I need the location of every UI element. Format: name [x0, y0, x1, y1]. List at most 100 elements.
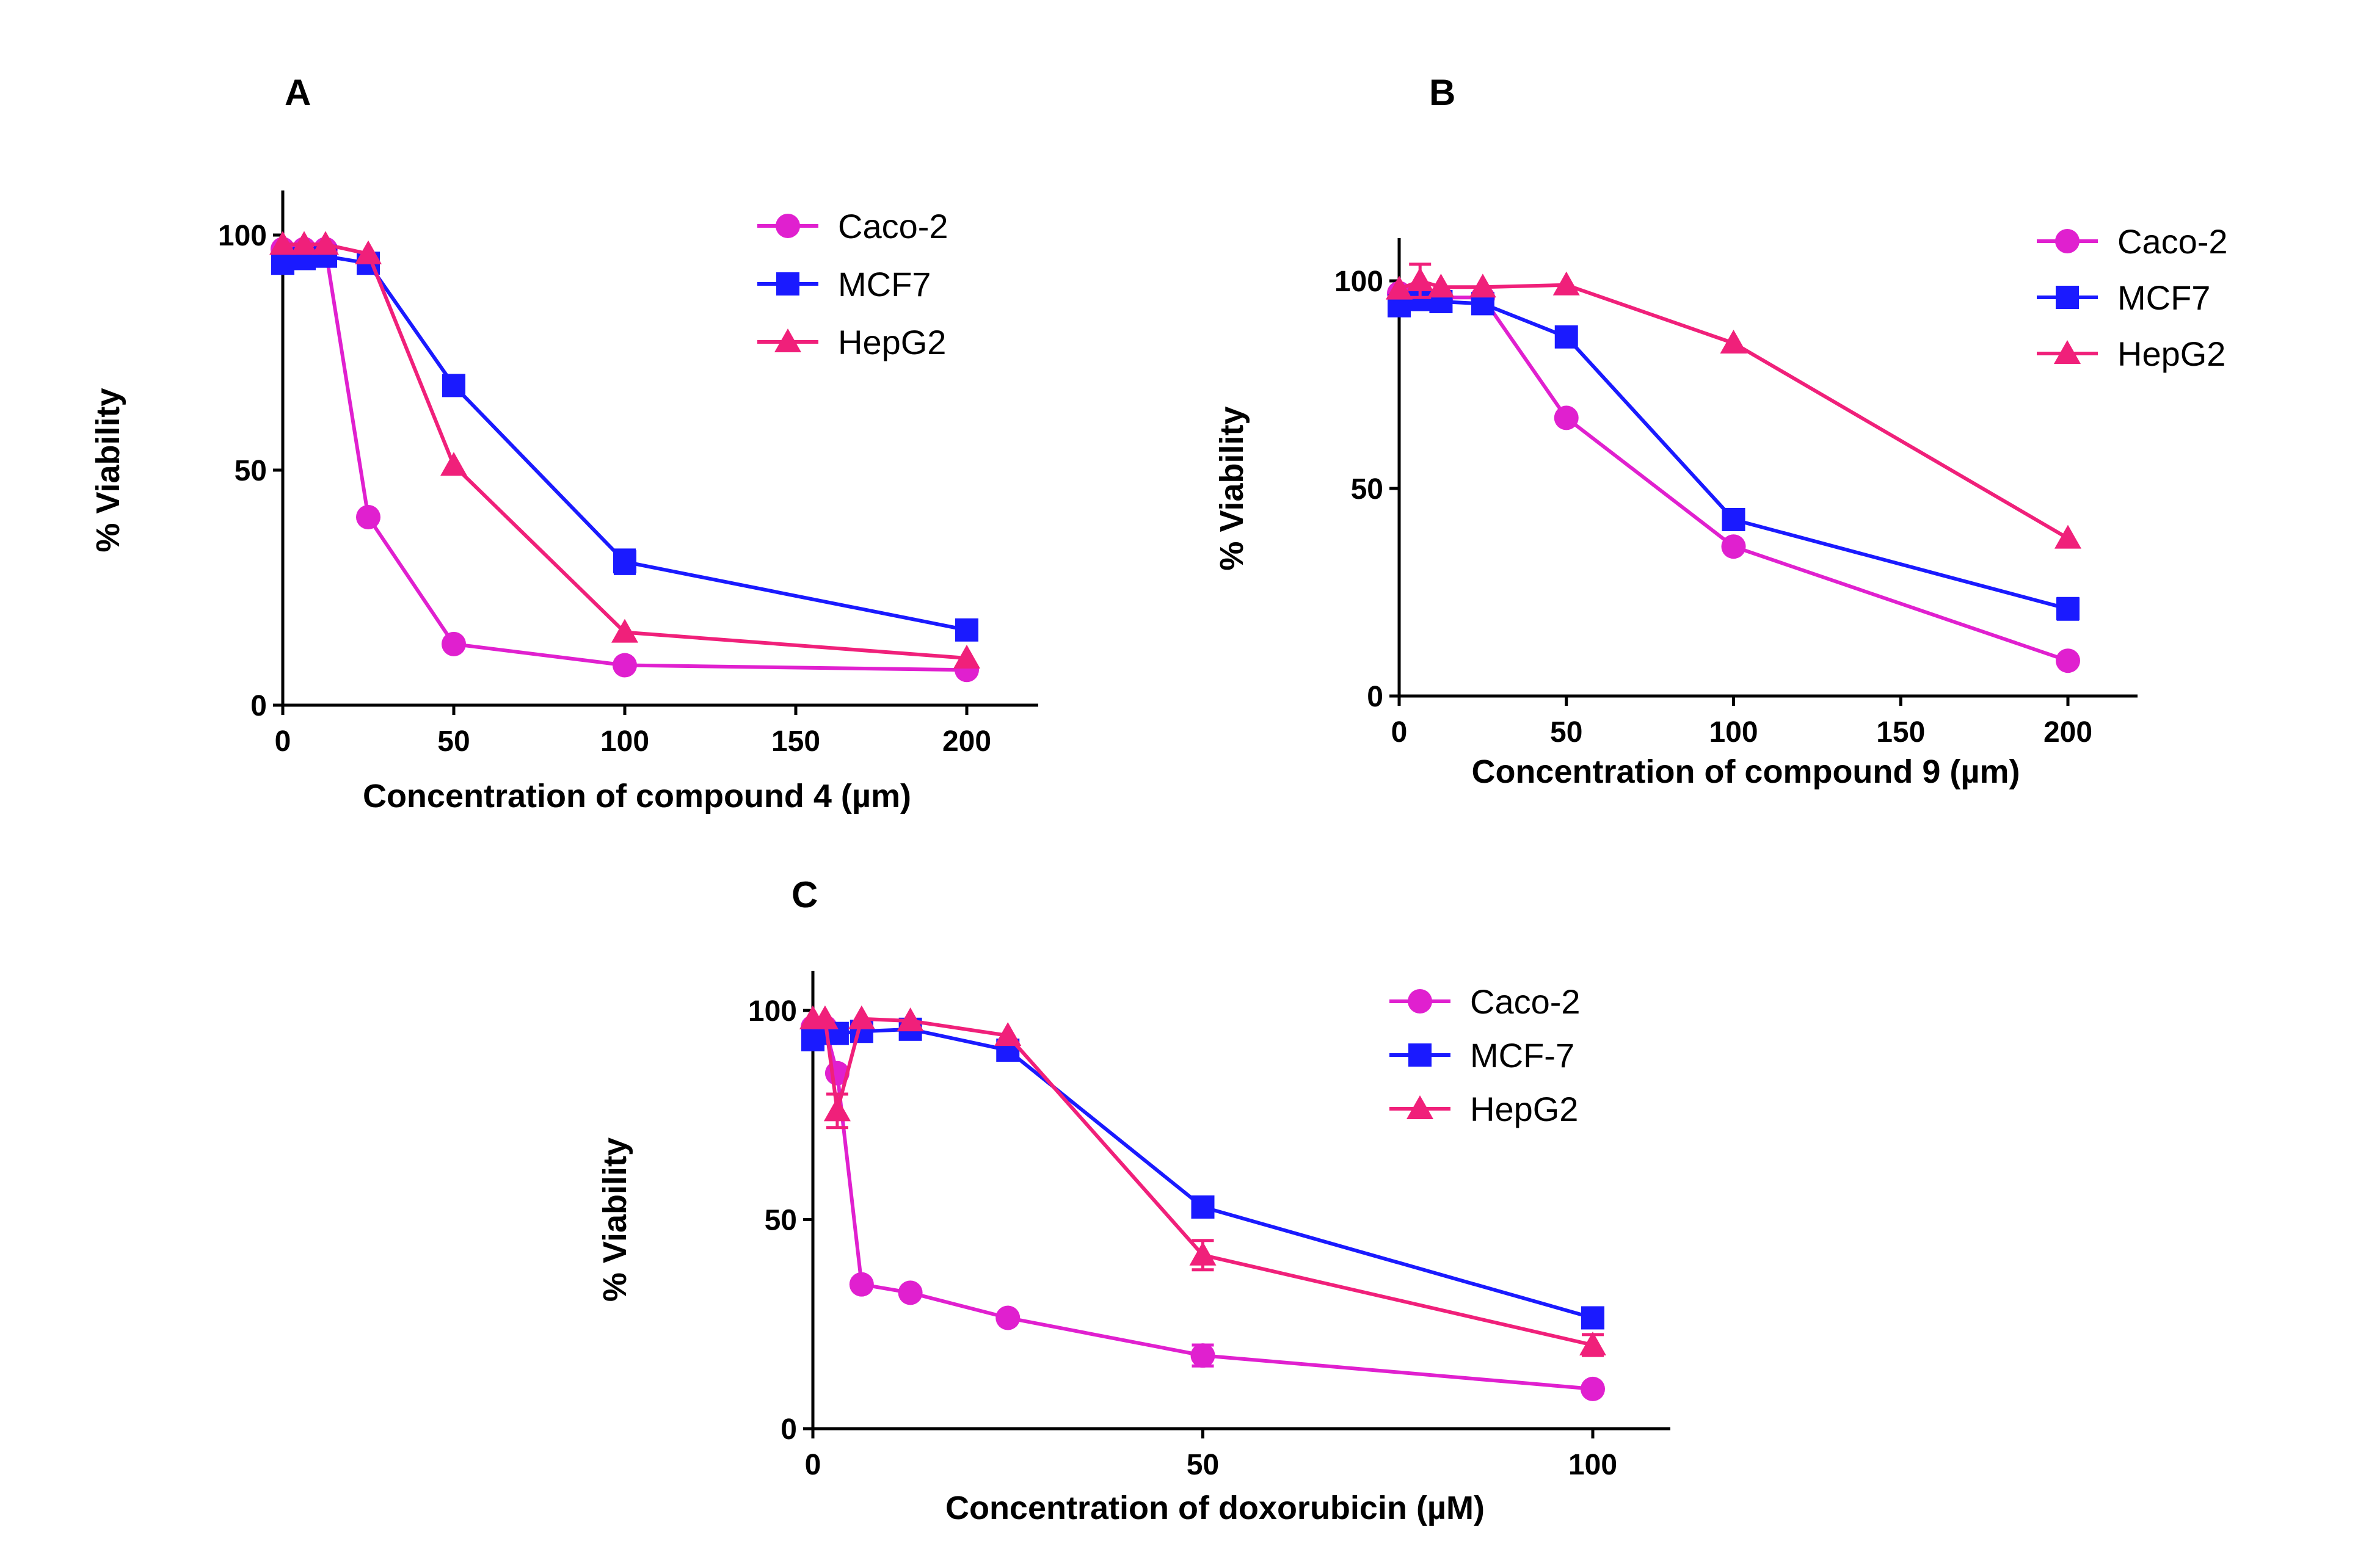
plot-panel-b: 0 50 100 150 200 0 50 100 Concentration of compo…: [1214, 222, 2228, 790]
y-tick-label-a: 100: [218, 220, 267, 252]
panel-label-c: C: [792, 874, 818, 915]
data-point-a-2: [611, 618, 638, 643]
data-point-a-1: [271, 252, 294, 275]
data-point-b-0: [1721, 534, 1746, 559]
data-point-c-2: [897, 1007, 924, 1032]
x-tick-label-c: 100: [1568, 1449, 1617, 1481]
y-axis-title-c: % Viability: [597, 1137, 633, 1302]
data-point-c-0: [898, 1280, 923, 1305]
data-point-b-2: [1407, 267, 1434, 291]
legend-label-a-1: MCF7: [838, 265, 931, 303]
y-tick-label-c: 50: [765, 1205, 797, 1237]
series-b-2: [1386, 263, 2081, 549]
data-point-a-2: [312, 231, 339, 255]
data-point-a-2: [291, 231, 318, 255]
data-point-a-0: [442, 631, 466, 656]
data-point-a-2: [440, 452, 467, 476]
legend-marker-c-1: [1408, 1043, 1432, 1067]
legend-entry-c-2: HepG2: [1389, 1090, 1578, 1128]
data-point-c-2: [994, 1022, 1022, 1046]
data-point-b-2: [1552, 271, 1580, 296]
x-tick-label-a: 100: [600, 725, 649, 758]
data-point-b-1: [2056, 597, 2080, 621]
x-axis-title-b: Concentration of compound 9 (µm): [1471, 753, 2020, 790]
data-point-b-0: [2056, 648, 2080, 673]
x-axis-title-c: Concentration of doxorubicin (µM): [945, 1490, 1485, 1526]
data-point-a-1: [442, 374, 465, 397]
data-point-b-2: [1386, 275, 1413, 300]
data-point-b-2: [1720, 330, 1747, 354]
y-tick-label-c: 0: [781, 1413, 797, 1446]
legend-marker-b-0: [2055, 229, 2080, 253]
y-tick-label-b: 50: [1351, 473, 1383, 506]
legend-label-b-0: Caco-2: [2117, 222, 2228, 261]
data-point-c-2: [1579, 1332, 1606, 1355]
data-point-b-1: [1554, 325, 1578, 349]
legend-marker-b-2: [2054, 340, 2081, 364]
series-a-2: [269, 231, 980, 669]
series-c-2: [799, 1005, 1606, 1357]
data-point-a-0: [356, 505, 380, 529]
x-tick-label-c: 0: [805, 1449, 821, 1481]
y-tick-label-a: 50: [235, 455, 267, 487]
panel-label-b: B: [1429, 72, 1455, 113]
legend-marker-a-0: [776, 214, 800, 238]
legend-marker-a-2: [774, 328, 801, 352]
legend-label-b-2: HepG2: [2117, 335, 2225, 373]
x-tick-label-b: 100: [1709, 716, 1758, 749]
legend-entry-a-2: HepG2: [757, 323, 946, 361]
legend-entry-b-0: Caco-2: [2037, 222, 2228, 261]
x-tick-label-a: 50: [437, 725, 470, 758]
legend-label-a-0: Caco-2: [838, 207, 948, 245]
data-point-b-0: [1554, 405, 1579, 430]
legend-entry-c-1: MCF-7: [1389, 1036, 1574, 1075]
x-tick-label-b: 150: [1876, 716, 1925, 749]
data-point-c-0: [995, 1305, 1021, 1330]
x-tick-label-b: 50: [1550, 716, 1582, 749]
legend-label-c-0: Caco-2: [1470, 982, 1581, 1021]
legend-entry-b-2: HepG2: [2037, 335, 2225, 373]
legend-entry-c-0: Caco-2: [1389, 982, 1581, 1021]
data-point-a-2: [355, 240, 382, 264]
legend-entry-a-0: Caco-2: [757, 207, 948, 245]
data-point-c-0: [1581, 1376, 1605, 1401]
data-point-a-1: [955, 618, 978, 642]
data-point-a-1: [613, 550, 636, 574]
series-line-c-2: [813, 1017, 1593, 1347]
y-tick-label-b: 100: [1334, 266, 1383, 298]
y-tick-label-b: 0: [1367, 681, 1383, 713]
legend-marker-c-2: [1407, 1095, 1433, 1119]
y-tick-label-a: 0: [250, 690, 267, 722]
x-tick-label-a: 0: [275, 725, 291, 758]
data-point-a-2: [953, 645, 980, 669]
data-point-a-0: [613, 653, 637, 678]
legend-marker-a-1: [776, 272, 799, 296]
data-point-c-0: [1190, 1343, 1215, 1368]
legend-label-a-2: HepG2: [838, 323, 946, 361]
x-tick-label-b: 200: [2043, 716, 2092, 749]
legend-label-b-1: MCF7: [2117, 278, 2210, 317]
legend-entry-b-1: MCF7: [2037, 278, 2210, 317]
data-point-b-1: [1722, 508, 1745, 531]
legend-marker-c-0: [1408, 989, 1432, 1014]
data-point-c-1: [1191, 1195, 1215, 1219]
x-tick-label-c: 50: [1187, 1449, 1219, 1481]
legend-marker-b-1: [2056, 286, 2079, 309]
y-tick-label-c: 100: [748, 995, 797, 1028]
plot-panel-a: 0 50 100 150 200 0 50 100 Concentration of compo…: [90, 190, 1038, 814]
x-tick-label-a: 200: [942, 725, 991, 758]
legend-entry-a-1: MCF7: [757, 265, 931, 303]
panel-label-a: A: [285, 72, 311, 113]
data-point-c-2: [848, 1005, 875, 1029]
y-axis-title-a: % Viability: [90, 388, 126, 552]
x-axis-title-a: Concentration of compound 4 (µm): [363, 778, 911, 814]
data-point-a-2: [269, 231, 296, 255]
x-tick-label-a: 150: [771, 725, 820, 758]
plot-panel-c: 0 50 100 0 50 100 Concentration of doxorubicin…: [597, 971, 1670, 1526]
legend-label-c-1: MCF-7: [1470, 1036, 1574, 1075]
data-point-b-2: [1469, 274, 1496, 298]
data-point-c-1: [1581, 1306, 1604, 1330]
y-axis-title-b: % Viability: [1214, 406, 1250, 570]
data-point-c-0: [849, 1272, 874, 1297]
